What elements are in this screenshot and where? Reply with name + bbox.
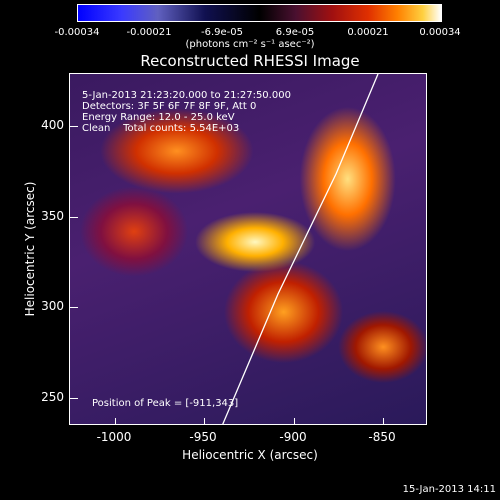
y-tick: 400 <box>41 118 64 132</box>
detectors: Detectors: 3F 5F 6F 7F 8F 9F, Att 0 <box>82 101 257 112</box>
colorbar-tick: -6.9e-05 <box>201 27 243 38</box>
plot-date: 15-Jan-2013 14:11 <box>402 484 496 495</box>
clean-counts: Clean Total counts: 5.54E+03 <box>82 123 240 134</box>
colorbar-units: (photons cm⁻² s⁻¹ asec⁻²) <box>185 39 315 50</box>
colorbar-tick: 6.9e-05 <box>275 27 315 38</box>
x-tick: -850 <box>368 430 396 444</box>
energy-range: Energy Range: 12.0 - 25.0 keV <box>82 112 235 123</box>
colorbar-tick: 0.00021 <box>347 27 389 38</box>
solar-limb-line <box>222 74 379 424</box>
plot-title: Reconstructed RHESSI Image <box>140 52 360 70</box>
y-tick: 250 <box>41 390 64 404</box>
rhessi-image: 5-Jan-2013 21:23:20.000 to 21:27:50.000 … <box>69 73 427 425</box>
colorbar <box>77 4 442 22</box>
colorbar-tick: 0.00034 <box>419 27 461 38</box>
y-tick: 300 <box>41 299 64 313</box>
y-axis-label: Heliocentric Y (arcsec) <box>23 181 37 317</box>
y-tick: 350 <box>41 209 64 223</box>
colorbar-tick: -0.00021 <box>126 27 172 38</box>
x-axis-label: Heliocentric X (arcsec) <box>182 448 318 462</box>
time-range: 5-Jan-2013 21:23:20.000 to 21:27:50.000 <box>82 90 291 101</box>
colorbar-tick: -0.00034 <box>54 27 100 38</box>
peak-position: Position of Peak = [-911,343] <box>92 398 239 409</box>
x-tick: -950 <box>189 430 217 444</box>
x-tick: -900 <box>279 430 307 444</box>
x-tick: -1000 <box>96 430 132 444</box>
